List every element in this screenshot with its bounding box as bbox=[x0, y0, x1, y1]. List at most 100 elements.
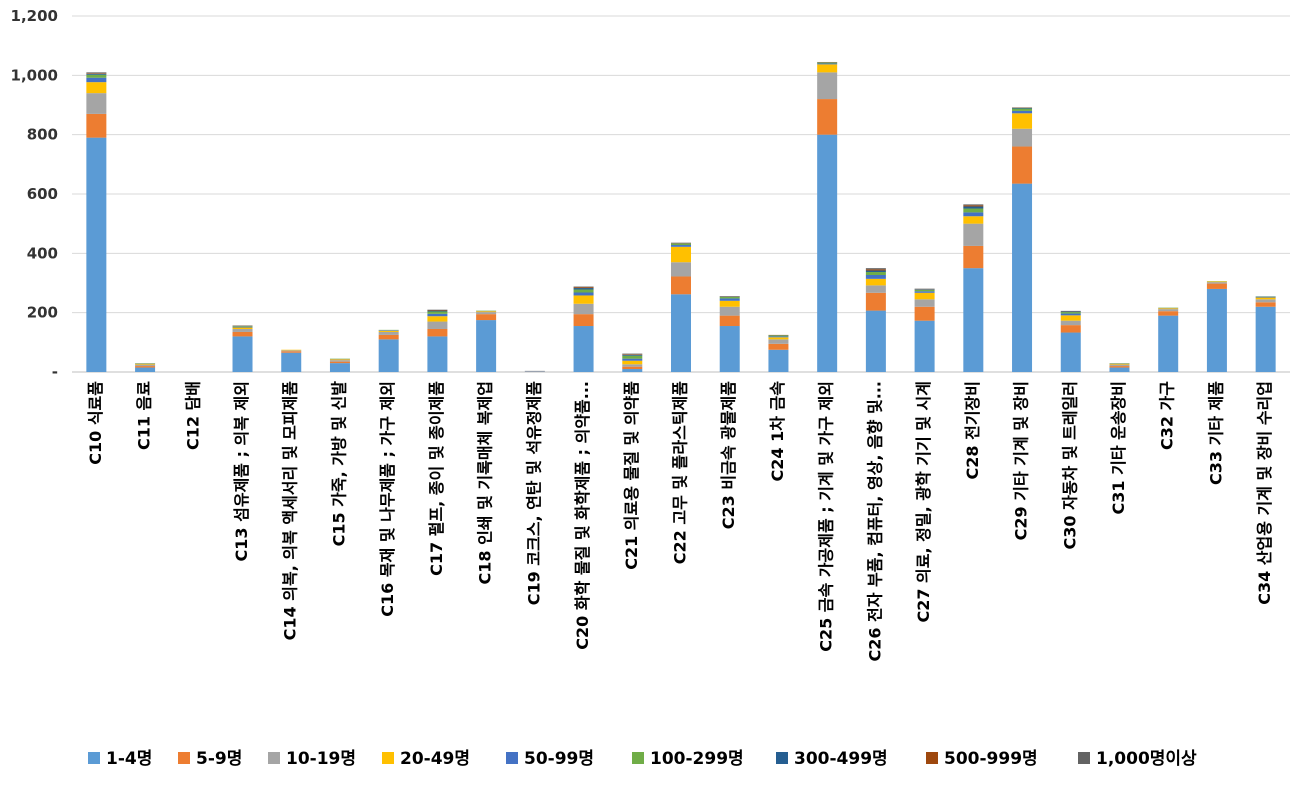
bar-segment bbox=[573, 286, 594, 288]
bars bbox=[86, 61, 1276, 372]
x-tick-label: C29 기타 기계 및 장비 bbox=[1012, 381, 1031, 540]
bar-segment bbox=[573, 326, 594, 372]
bar-segment bbox=[1158, 311, 1179, 316]
gridlines bbox=[72, 15, 1290, 314]
legend-label: 5-9명 bbox=[196, 749, 242, 769]
legend-label: 1,000명이상 bbox=[1096, 749, 1197, 769]
bar-segment bbox=[476, 312, 497, 315]
bar-segment bbox=[1255, 302, 1276, 307]
bar-segment bbox=[719, 298, 740, 301]
bar-segment bbox=[1109, 367, 1130, 372]
bar-segment bbox=[1060, 325, 1081, 333]
bar-segment bbox=[427, 310, 448, 312]
x-tick-label: C16 목재 및 나무제품 ; 가구 제외 bbox=[378, 381, 397, 617]
bar-segment bbox=[1206, 288, 1227, 372]
x-tick-label: C17 펄프, 종이 및 종이제품 bbox=[427, 381, 446, 576]
bar-segment bbox=[963, 204, 984, 206]
bar-segment bbox=[963, 223, 984, 246]
bar-segment bbox=[86, 74, 107, 78]
legend-label: 50-99명 bbox=[524, 749, 594, 769]
bar-segment bbox=[524, 371, 545, 372]
bar-segment bbox=[914, 289, 935, 290]
bar-segment bbox=[914, 299, 935, 307]
bar-segment bbox=[329, 363, 350, 372]
bar-segment bbox=[329, 361, 350, 364]
bar-segment bbox=[427, 328, 448, 337]
bar-segment bbox=[865, 268, 886, 270]
bar-segment bbox=[914, 289, 935, 292]
bar-segment bbox=[573, 314, 594, 327]
bar-segment bbox=[378, 334, 399, 340]
bar-segment bbox=[476, 320, 497, 372]
x-tick-label: C21 의료용 물질 및 의약품 bbox=[622, 381, 641, 570]
x-tick-label: C10 식료품 bbox=[86, 381, 105, 465]
bar-segment bbox=[768, 343, 789, 350]
bar-segment bbox=[622, 354, 643, 355]
bar-segment bbox=[427, 316, 448, 322]
bar-segment bbox=[963, 245, 984, 269]
bar-segment bbox=[86, 73, 107, 75]
bar-segment bbox=[1060, 311, 1081, 313]
bar-segment bbox=[1012, 128, 1033, 147]
legend: 1-4명 5-9명 10-19명 20-49명 50-99명 100-299명 300-49… bbox=[88, 749, 1197, 769]
x-tick-label: C24 1차 금속 bbox=[768, 381, 787, 482]
y-axis: - 200 400 600 800 1,000 1,200 bbox=[11, 7, 1290, 381]
bar-segment bbox=[281, 350, 302, 352]
bar-segment bbox=[963, 212, 984, 217]
bar-segment bbox=[427, 321, 448, 329]
bar-segment bbox=[719, 315, 740, 327]
bar-segment bbox=[671, 245, 691, 247]
bar-segment bbox=[1158, 309, 1179, 312]
bar-segment bbox=[768, 336, 789, 338]
bar-segment bbox=[378, 330, 399, 332]
bar-segment bbox=[865, 292, 886, 311]
y-tick-label: 800 bbox=[27, 126, 58, 144]
legend-label: 1-4명 bbox=[106, 749, 152, 769]
bar-segment bbox=[914, 292, 935, 300]
bar-segment bbox=[622, 366, 643, 370]
bar-segment bbox=[573, 292, 594, 296]
bar-segment bbox=[427, 313, 448, 317]
bar-segment bbox=[232, 336, 253, 372]
bar-segment bbox=[573, 287, 594, 289]
x-tick-label: C13 섬유제품 ; 의복 제외 bbox=[232, 381, 251, 561]
bar-segment bbox=[378, 339, 399, 372]
legend-label: 10-19명 bbox=[286, 749, 356, 769]
bar-segment bbox=[281, 352, 302, 372]
bar-segment bbox=[86, 82, 107, 94]
bar-segment bbox=[671, 246, 691, 263]
bar-segment bbox=[232, 331, 253, 337]
bar-segment bbox=[671, 262, 691, 277]
x-tick-label: C30 자동차 및 트레일러 bbox=[1060, 381, 1079, 549]
bar-segment bbox=[719, 306, 740, 316]
bar-segment bbox=[86, 93, 107, 114]
bar-segment bbox=[963, 216, 984, 224]
bar-segment bbox=[963, 205, 984, 207]
y-tick-label: 400 bbox=[27, 244, 58, 262]
bar-segment bbox=[865, 274, 886, 279]
bar-segment bbox=[914, 320, 935, 372]
x-tick-label: C27 의료, 정밀, 광학 기기 및 시계 bbox=[914, 381, 933, 623]
bar-segment bbox=[622, 353, 643, 355]
bar-segment bbox=[622, 369, 643, 372]
bar-segment bbox=[1255, 297, 1276, 300]
bar-segment bbox=[719, 296, 740, 299]
bar-segment bbox=[1060, 312, 1081, 314]
legend-swatch bbox=[382, 752, 394, 764]
legend-swatch bbox=[926, 752, 938, 764]
bar-segment bbox=[1012, 107, 1033, 109]
bar-segment bbox=[1109, 363, 1130, 365]
bar-segment bbox=[963, 206, 984, 209]
legend-swatch bbox=[776, 752, 788, 764]
bar-segment bbox=[1206, 283, 1227, 289]
bar-segment bbox=[865, 269, 886, 271]
legend-swatch bbox=[88, 752, 100, 764]
bar-segment bbox=[232, 326, 253, 328]
bar-segment bbox=[768, 337, 789, 340]
bar-segment bbox=[86, 72, 107, 74]
bar-segment bbox=[573, 289, 594, 293]
y-tick-label: 1,200 bbox=[11, 7, 58, 25]
bar-segment bbox=[1255, 306, 1276, 372]
bar-segment bbox=[232, 326, 253, 327]
